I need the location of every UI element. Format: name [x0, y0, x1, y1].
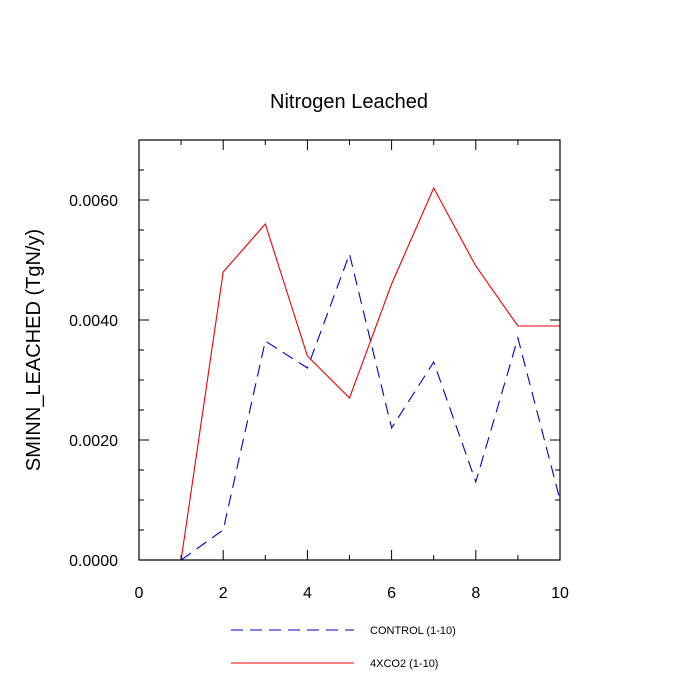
legend: CONTROL (1-10) 4XCO2 (1-10) — [231, 625, 456, 670]
x-tick-label: 10 — [551, 585, 569, 602]
chart-title: Nitrogen Leached — [270, 91, 428, 113]
y-tick-label: 0.0060 — [69, 193, 118, 210]
legend-label-2: 4XCO2 (1-10) — [370, 658, 438, 670]
legend-label-1: CONTROL (1-10) — [370, 625, 456, 637]
x-tick-label: 0 — [135, 585, 144, 602]
axis-ticks — [138, 140, 561, 561]
plot-lines — [180, 186, 561, 561]
series-line-1 — [180, 252, 561, 561]
y-tick-label: 0.0040 — [69, 313, 118, 330]
y-axis-label: SMINN_LEACHED (TgN/y) — [23, 229, 45, 471]
series-line-2 — [180, 186, 560, 561]
x-tick-label: 2 — [219, 585, 228, 602]
x-tick-label: 8 — [471, 585, 480, 602]
y-tick-label: 0.0000 — [69, 553, 118, 570]
plot-border — [138, 139, 561, 561]
axis-tick-labels: 0 2 4 6 8 10 0.0000 0.0020 0.0040 0.0060 — [69, 193, 569, 602]
x-tick-label: 4 — [303, 585, 312, 602]
y-tick-label: 0.0020 — [69, 433, 118, 450]
x-tick-label: 6 — [387, 585, 396, 602]
plot-frame — [138, 139, 561, 561]
